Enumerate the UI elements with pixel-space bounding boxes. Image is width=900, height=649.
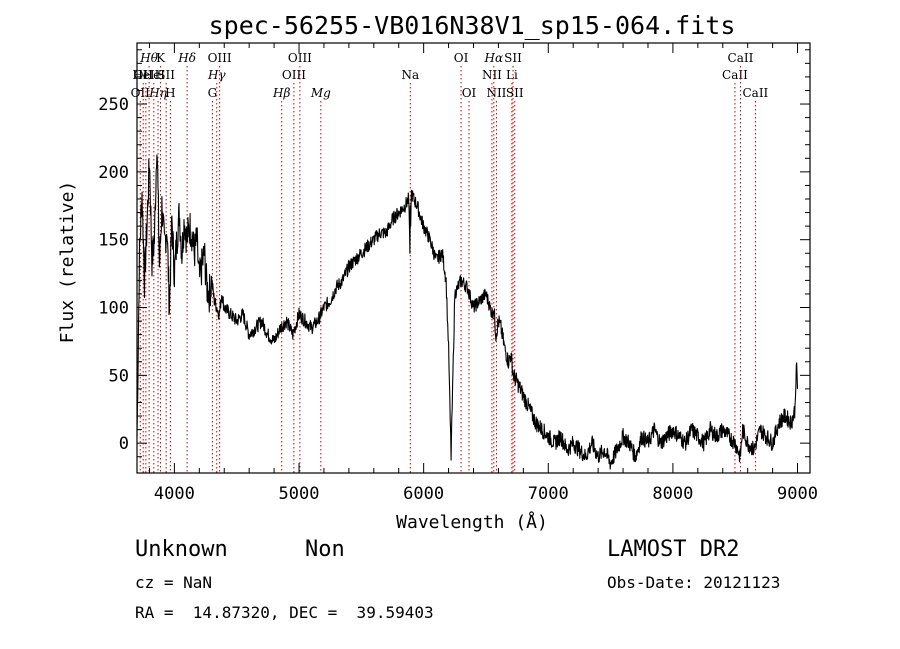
line-marker-label-0: OII: [131, 86, 151, 100]
line-marker-label-24: SII: [504, 51, 522, 65]
line-marker-label-4: HeI: [143, 68, 166, 82]
line-marker-label-28: CaII: [742, 86, 768, 100]
line-marker-label-14: OIII: [282, 68, 306, 82]
x-tick-label-3: 7000: [528, 484, 569, 504]
y-axis-label: Flux (relative): [57, 181, 78, 344]
line-marker-label-17: Na: [401, 68, 419, 82]
x-tick-label-2: 6000: [403, 484, 444, 504]
coordinates: RA = 14.87320, DEC = 39.59403: [135, 603, 434, 622]
y-tick-label-3: 150: [98, 231, 129, 251]
spectrum-line: [136, 154, 799, 470]
y-tick-label-0: 0: [119, 434, 129, 454]
line-marker-label-9: Hδ: [177, 51, 196, 65]
line-marker-label-13: Hβ: [272, 86, 290, 100]
line-marker-label-16: Mg: [310, 86, 331, 100]
line-marker-label-21: Hα: [484, 51, 504, 65]
line-marker-label-11: Hγ: [207, 68, 226, 82]
line-marker-label-27: CaII: [728, 51, 754, 65]
line-marker-label-6: K: [156, 51, 166, 65]
line-marker-label-19: OI: [462, 86, 477, 100]
line-marker-label-7: SII: [157, 68, 175, 82]
line-marker-label-1: OII: [134, 68, 154, 82]
line-marker-label-15: OIII: [288, 51, 312, 65]
axes: 4000 5000 6000 7000 8000 9000 0 50 100 150 200 250: [98, 43, 818, 504]
y-tick-label-2: 100: [98, 299, 129, 319]
x-tick-label-1: 5000: [279, 484, 320, 504]
x-tick-label-5: 9000: [777, 484, 818, 504]
obs-date: Obs-Date: 20121123: [607, 573, 781, 592]
line-marker-label-3: Hθ: [139, 51, 158, 65]
plot-frame: [136, 42, 811, 474]
line-marker-label-22: NII: [486, 86, 506, 100]
line-marker-label-12: OIII: [208, 51, 232, 65]
line-markers: OIIOIIHeIIHθHeIHηKSIIHHδGHγOIIIHβOIIIOII…: [131, 51, 769, 473]
redshift-value: cz = NaN: [135, 573, 213, 592]
object-subclass: Non: [305, 537, 345, 562]
y-tick-label-1: 50: [109, 366, 129, 386]
x-tick-label-0: 4000: [154, 484, 195, 504]
line-marker-label-10: G: [208, 86, 218, 100]
line-marker-label-23: Li: [506, 68, 518, 82]
spectrum-chart: spec-56255-VB016N38V1_sp15-064.fits OII O…: [57, 11, 818, 533]
line-marker-label-5: Hη: [148, 86, 167, 100]
object-class: Unknown: [135, 537, 228, 562]
line-marker-label-20: NII: [482, 68, 502, 82]
x-axis-label: Wavelength (Å): [396, 511, 548, 533]
x-tick-label-4: 8000: [652, 484, 693, 504]
line-marker-label-18: OI: [454, 51, 469, 65]
line-marker-label-2: HeII: [132, 68, 159, 82]
chart-title: spec-56255-VB016N38V1_sp15-064.fits: [209, 11, 736, 40]
y-tick-label-4: 200: [98, 163, 129, 183]
line-marker-label-26: CaII: [722, 68, 748, 82]
y-tick-label-5: 250: [98, 95, 129, 115]
survey-name: LAMOST DR2: [607, 537, 740, 562]
line-marker-label-8: H: [165, 86, 175, 100]
line-marker-label-25: SII: [506, 86, 524, 100]
